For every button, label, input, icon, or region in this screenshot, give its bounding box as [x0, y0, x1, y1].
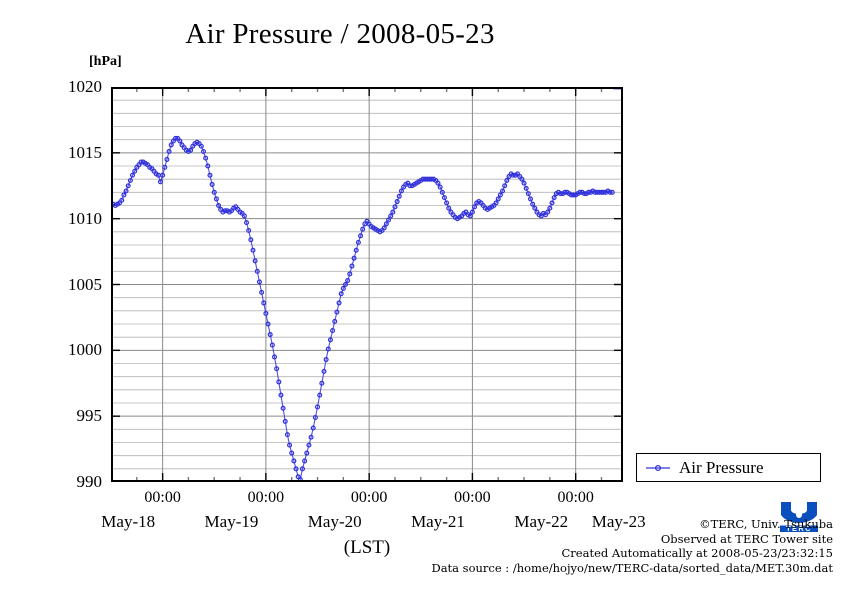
footer-data-source: Data source : /home/hojyo/new/TERC-data/… — [431, 560, 833, 575]
y-axis-unit-label: [hPa] — [89, 54, 122, 69]
plot-area — [111, 87, 623, 482]
footer: ©TERC, Univ. Tsukuba Observed at TERC To… — [418, 517, 833, 575]
x-axis-time-label: 00:00 — [454, 489, 491, 506]
x-axis-date-label: May-21 — [411, 512, 465, 531]
x-axis-time-label: 00:00 — [557, 489, 594, 506]
legend-marker-icon — [646, 464, 670, 471]
x-axis-time-labels: 00:00 00:00 00:00 00:00 00:00 — [111, 489, 623, 511]
legend-entry-label: Air Pressure — [679, 457, 764, 477]
x-axis-date-labels: May-18 May-19 May-20 May-21 May-22 May-23 — [101, 512, 645, 536]
plot-frame — [111, 87, 623, 482]
footer-created-at: Created Automatically at 2008-05-23/23:3… — [561, 546, 834, 561]
y-axis-tick-label: 995 — [76, 406, 103, 426]
footer-copyright: ©TERC, Univ. Tsukuba — [699, 517, 833, 531]
x-axis-date-label: May-19 — [204, 512, 259, 531]
legend[interactable]: Air Pressure — [636, 453, 821, 482]
y-axis-tick-label: 1010 — [68, 208, 102, 228]
x-axis-date-label: May-22 — [514, 512, 569, 531]
y-axis-tick-label: 1005 — [68, 274, 102, 294]
x-axis-title: (LST) — [343, 537, 391, 558]
y-axis-tick-labels: 1020 1015 1010 1005 1000 995 990 — [40, 77, 103, 491]
y-axis-tick-label: 1000 — [68, 340, 102, 360]
x-axis-time-label: 00:00 — [350, 489, 388, 506]
x-axis-time-label: 00:00 — [247, 489, 285, 506]
y-axis-tick-label: 1015 — [68, 142, 102, 162]
y-axis-tick-label: 1020 — [68, 77, 102, 96]
y-axis-tick-label: 990 — [76, 472, 103, 491]
footer-observed-at: Observed at TERC Tower site — [660, 531, 833, 546]
x-axis-date-label: May-23 — [591, 512, 646, 531]
page-title: Air Pressure / 2008-05-23 — [185, 18, 495, 50]
svg-text:TERC: TERC — [786, 524, 812, 532]
terc-logo-icon: TERC — [780, 502, 818, 532]
air-pressure-series — [111, 87, 623, 482]
x-axis-date-label: May-20 — [307, 512, 362, 531]
x-axis-date-label: May-18 — [101, 512, 156, 531]
x-axis-time-label: 00:00 — [144, 489, 181, 506]
gridlines — [111, 87, 623, 482]
